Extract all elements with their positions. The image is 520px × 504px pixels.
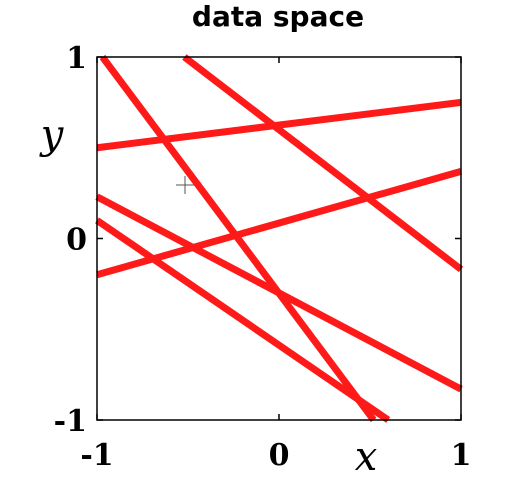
plot-lines (95, 54, 464, 423)
ticks: -1 0 1 -1 0 1 (54, 41, 472, 473)
y-tick-label: 0 (66, 223, 87, 258)
x-tick-label: -1 (80, 438, 113, 473)
series-line-1 (96, 98, 462, 152)
x-tick-label: 0 (269, 438, 290, 473)
x-tick-label: 1 (451, 438, 472, 473)
series-line-3 (96, 167, 462, 279)
series-line-5 (95, 217, 391, 423)
chart-title: data space (192, 0, 364, 33)
y-tick-label: 1 (66, 41, 87, 76)
x-axis-label: x (355, 434, 378, 480)
y-tick-label: -1 (54, 404, 87, 439)
crosshair-cursor-icon (176, 176, 194, 194)
y-axis-label: y (39, 112, 65, 158)
series-line-6 (99, 54, 377, 423)
series-line-2 (182, 54, 464, 273)
